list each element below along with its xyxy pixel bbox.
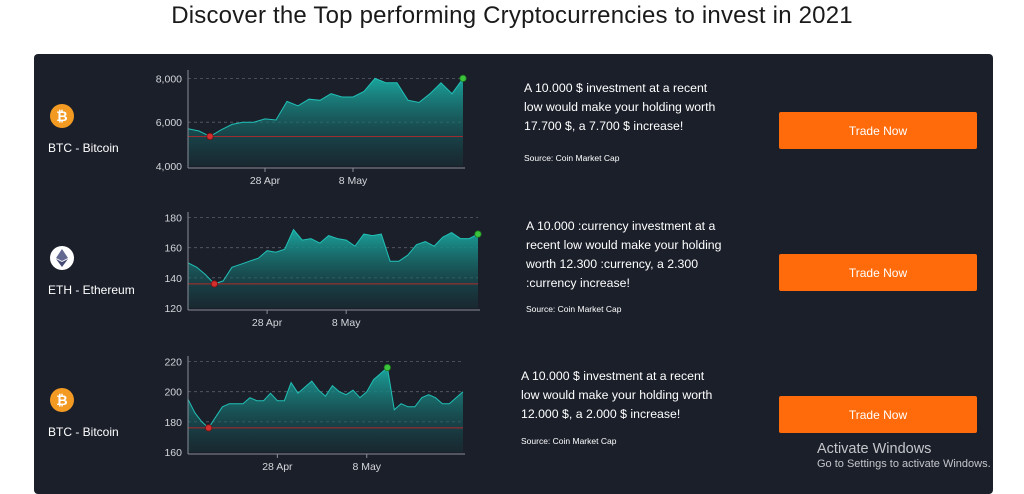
crypto-row-eth: ETH - Ethereum 180 160 140 120 28 Apr 8 May A… <box>34 196 993 336</box>
crypto-row-btc-2: ₿ BTC - Bitcoin 220 200 180 160 28 Apr 8 May … <box>34 338 993 478</box>
y-tick-label: 180 <box>164 417 182 429</box>
y-tick-label: 160 <box>164 243 182 255</box>
high-point-marker <box>459 74 467 82</box>
trade-now-button[interactable]: Trade Now <box>779 112 977 149</box>
x-tick-label: 8 May <box>332 317 361 329</box>
activate-windows-watermark: Activate Windows Go to Settings to activ… <box>817 441 991 470</box>
bitcoin-icon: ₿ <box>50 104 74 128</box>
y-tick-label: 220 <box>164 357 182 369</box>
watermark-subtitle: Go to Settings to activate Windows. <box>817 458 991 470</box>
crypto-panel: ₿ BTC - Bitcoin 8,000 6,000 4,000 28 Apr 8 M… <box>34 54 993 494</box>
low-point-marker <box>210 280 218 288</box>
coin-name: BTC - Bitcoin <box>48 425 119 439</box>
source-note: Source: Coin Market Cap <box>524 153 620 163</box>
low-point-marker <box>205 424 213 432</box>
y-tick-label: 160 <box>164 447 182 459</box>
y-tick-label: 8,000 <box>156 73 182 85</box>
investment-description: A 10.000 $ investment at a recent low wo… <box>521 369 713 421</box>
x-tick-label: 8 May <box>339 175 368 187</box>
trade-now-button[interactable]: Trade Now <box>779 254 977 291</box>
trade-now-button[interactable]: Trade Now <box>779 396 977 433</box>
ethereum-icon <box>50 246 74 270</box>
y-tick-label: 4,000 <box>156 161 182 173</box>
y-tick-label: 120 <box>164 303 182 315</box>
x-tick-label: 8 May <box>352 461 381 473</box>
y-tick-label: 6,000 <box>156 117 182 129</box>
price-line <box>187 366 464 429</box>
x-tick-label: 28 Apr <box>250 175 281 187</box>
price-area <box>188 78 463 166</box>
x-tick-label: 28 Apr <box>262 461 293 473</box>
y-tick-label: 140 <box>164 273 182 285</box>
price-line <box>187 228 479 285</box>
x-tick-label: 28 Apr <box>252 317 283 329</box>
investment-description: A 10.000 :currency investment at a recen… <box>526 219 722 290</box>
coin-name: BTC - Bitcoin <box>48 141 119 155</box>
y-tick-label: 200 <box>164 387 182 399</box>
crypto-row-btc: ₿ BTC - Bitcoin 8,000 6,000 4,000 28 Apr 8 M… <box>34 54 993 194</box>
source-note: Source: Coin Market Cap <box>521 436 617 446</box>
high-point-marker <box>383 363 391 372</box>
bitcoin-icon: ₿ <box>50 388 74 412</box>
watermark-title: Activate Windows <box>817 441 932 457</box>
y-tick-label: 180 <box>164 213 182 225</box>
price-area <box>188 367 463 452</box>
price-line <box>187 77 464 137</box>
high-point-marker <box>474 230 482 238</box>
low-point-marker <box>206 132 214 141</box>
page-title: Discover the Top performing Cryptocurren… <box>171 2 853 29</box>
ethereum-diamond-icon <box>56 249 68 267</box>
investment-description: A 10.000 $ investment at a recent low wo… <box>524 81 716 133</box>
price-chart: 220 200 180 160 28 Apr 8 May <box>164 356 465 473</box>
price-chart: 8,000 6,000 4,000 28 Apr 8 May <box>156 70 467 187</box>
source-note: Source: Coin Market Cap <box>526 304 622 314</box>
price-chart: 180 160 140 120 28 Apr 8 May <box>164 212 482 329</box>
coin-name: ETH - Ethereum <box>48 283 135 297</box>
price-area <box>188 229 478 308</box>
